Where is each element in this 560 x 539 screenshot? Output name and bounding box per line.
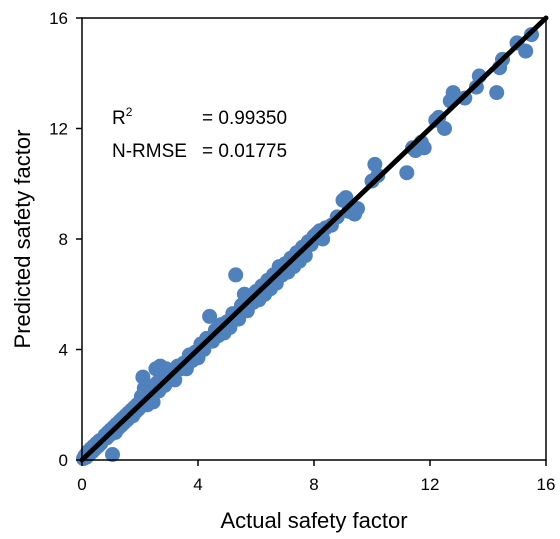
data-point xyxy=(350,201,365,217)
x-tick-label: 12 xyxy=(421,475,440,494)
x-tick-label: 4 xyxy=(193,475,202,494)
y-tick-label: 0 xyxy=(59,451,68,470)
nrmse-value: = 0.01775 xyxy=(202,141,287,162)
data-point xyxy=(437,121,452,136)
data-point xyxy=(399,165,415,181)
x-axis-ticks: 0 4 8 12 16 xyxy=(77,460,555,494)
x-axis-title: Actual safety factor xyxy=(220,508,407,533)
data-point xyxy=(228,267,244,283)
data-point xyxy=(416,140,432,156)
x-tick-label: 8 xyxy=(309,475,318,494)
r2-value: = 0.99350 xyxy=(202,108,287,129)
data-point xyxy=(135,369,151,385)
data-point xyxy=(518,43,534,59)
x-tick-label: 0 xyxy=(77,475,86,494)
y-tick-label: 16 xyxy=(49,9,68,28)
y-tick-label: 8 xyxy=(59,230,68,249)
data-point xyxy=(105,447,120,462)
stats-annotation: R2 = 0.99350 N-RMSE = 0.01775 xyxy=(112,105,287,162)
data-point xyxy=(338,190,354,206)
reference-line xyxy=(79,15,549,463)
data-point xyxy=(445,85,461,101)
y-axis-ticks: 0 4 8 12 16 xyxy=(49,9,82,470)
y-axis-title: Predicted safety factor xyxy=(10,130,35,349)
data-point xyxy=(489,85,505,101)
x-tick-label: 16 xyxy=(537,475,556,494)
nrmse-label: N-RMSE xyxy=(112,141,187,162)
y-tick-label: 12 xyxy=(49,120,68,139)
data-point xyxy=(202,308,218,324)
y-tick-label: 4 xyxy=(59,341,68,360)
r2-label: R2 xyxy=(112,105,133,129)
